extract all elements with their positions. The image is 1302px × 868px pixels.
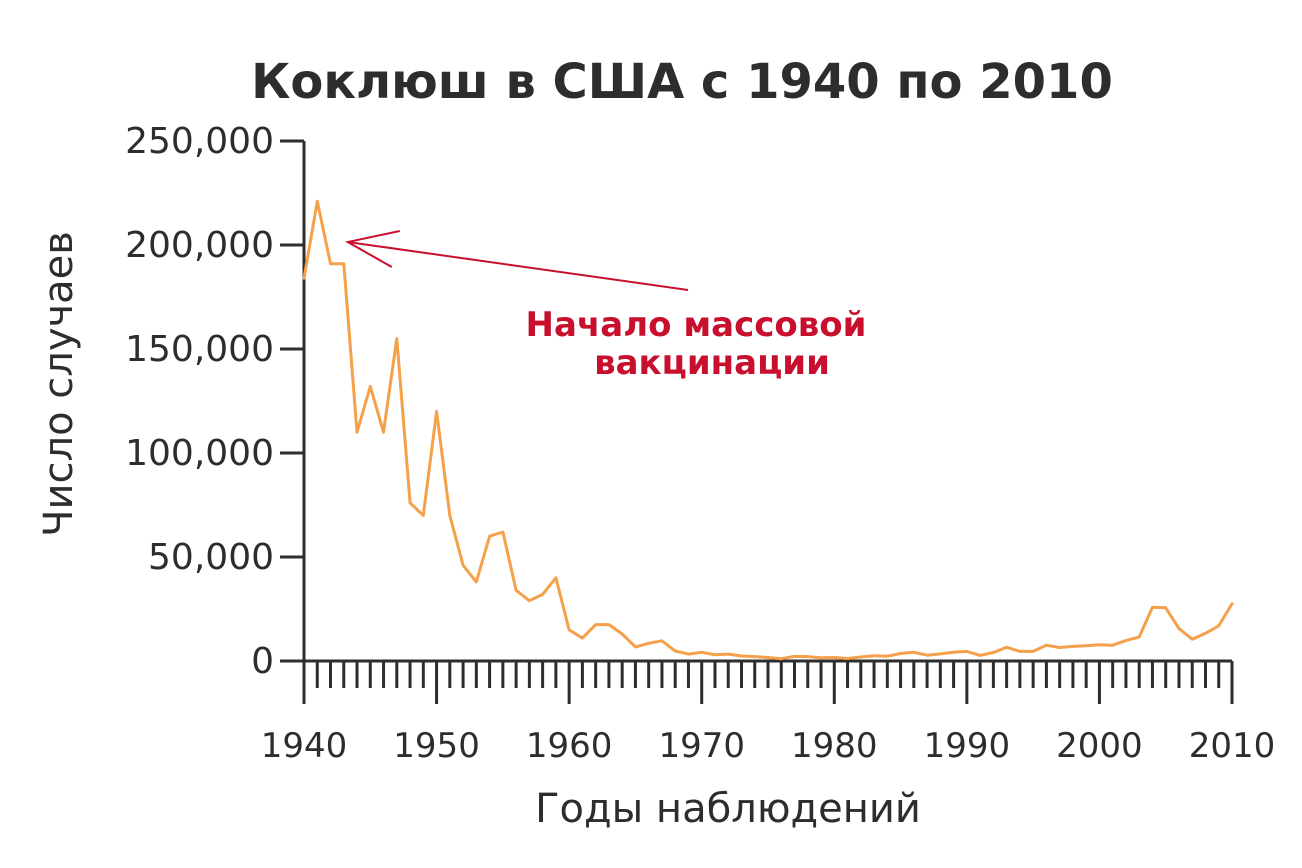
series-layer	[302, 199, 1234, 661]
data-point	[740, 654, 743, 658]
data-point	[1084, 644, 1088, 648]
data-point	[978, 654, 982, 657]
data-point	[355, 431, 359, 434]
data-point	[925, 653, 929, 657]
data-point	[302, 277, 306, 280]
data-point	[1191, 637, 1194, 641]
data-point	[1018, 650, 1022, 653]
data-point	[329, 262, 332, 265]
data-point	[382, 431, 385, 434]
data-point	[1151, 606, 1154, 609]
annotation-text-line1: Начало массовой	[526, 305, 867, 345]
data-point	[1177, 627, 1181, 630]
data-point	[1204, 632, 1207, 635]
data-point	[435, 410, 438, 413]
data-point	[1058, 646, 1061, 649]
data-point	[833, 656, 836, 659]
data-point	[1045, 643, 1048, 647]
data-point	[1005, 646, 1008, 649]
data-point	[342, 262, 345, 265]
x-tick-label: 1970	[658, 726, 745, 766]
x-tick-label: 2000	[1056, 726, 1143, 766]
data-point	[448, 514, 452, 517]
chart-title: Коклюш в США с 1940 по 2010	[251, 54, 1113, 110]
y-axis-label: Число случаев	[36, 231, 82, 537]
data-point	[408, 501, 412, 505]
data-point	[1230, 602, 1234, 605]
data-point	[1071, 645, 1075, 648]
data-point	[859, 655, 862, 659]
data-point	[939, 652, 942, 656]
data-point	[1138, 635, 1141, 639]
data-point	[819, 656, 823, 659]
data-point	[753, 655, 756, 658]
data-point	[992, 651, 995, 654]
data-point	[594, 623, 597, 626]
data-point	[475, 580, 478, 584]
data-point	[1164, 606, 1167, 609]
data-point	[846, 657, 849, 660]
y-axis: 0 50,000 100,000 150,000 200,000 250,000	[125, 121, 306, 704]
data-point	[700, 651, 703, 654]
data-point	[793, 655, 796, 658]
data-point	[634, 645, 637, 649]
data-point	[806, 655, 809, 658]
y-tick-label: 0	[251, 641, 274, 682]
data-point	[422, 514, 425, 517]
data-point	[886, 655, 889, 658]
data-point	[488, 535, 491, 538]
y-tick-label: 100,000	[125, 433, 274, 474]
annotation-arrow-head	[344, 230, 400, 268]
data-point	[567, 628, 571, 631]
annotation-arrow-shaft	[347, 241, 689, 291]
x-tick-label: 1990	[924, 726, 1011, 766]
x-axis: 1940 1950 1960 1970 1980 1990 2000 2010	[261, 659, 1276, 766]
x-axis-label: Годы наблюдений	[535, 786, 921, 832]
x-tick-label: 1950	[393, 726, 480, 766]
data-point	[620, 632, 624, 636]
x-tick-label: 1980	[791, 726, 878, 766]
data-point	[1124, 639, 1128, 642]
data-point	[1111, 643, 1114, 647]
x-tick-label: 2010	[1189, 726, 1276, 766]
x-tick-label: 1960	[526, 726, 613, 766]
data-point	[727, 652, 730, 656]
data-point	[1098, 643, 1101, 646]
data-point	[316, 200, 319, 203]
data-point	[965, 650, 969, 653]
y-tick-label: 150,000	[125, 329, 274, 370]
data-point	[687, 652, 690, 656]
data-point	[899, 652, 902, 655]
y-tick-label: 200,000	[125, 225, 274, 266]
data-point	[674, 649, 677, 653]
data-point	[528, 599, 531, 602]
data-point	[660, 639, 664, 643]
data-point	[514, 589, 518, 592]
x-tick-label: 1940	[261, 726, 348, 766]
data-point	[461, 564, 465, 567]
data-point	[554, 576, 558, 579]
series-line-0	[302, 199, 1234, 661]
data-point	[395, 337, 398, 340]
data-point	[780, 657, 783, 660]
data-point	[952, 651, 955, 654]
data-point	[647, 642, 650, 645]
data-point	[581, 636, 584, 640]
data-point	[1217, 624, 1220, 628]
data-point	[912, 651, 916, 654]
data-point	[872, 654, 876, 657]
data-point	[1031, 650, 1035, 653]
y-tick-label: 250,000	[125, 121, 274, 162]
data-point	[607, 623, 611, 626]
data-point	[501, 530, 505, 534]
data-point	[713, 653, 717, 656]
data-point	[766, 656, 770, 659]
data-point	[541, 593, 544, 596]
data-point	[369, 385, 372, 388]
y-tick-label: 50,000	[148, 537, 274, 578]
annotation-text-line2: вакцинации	[594, 343, 830, 383]
